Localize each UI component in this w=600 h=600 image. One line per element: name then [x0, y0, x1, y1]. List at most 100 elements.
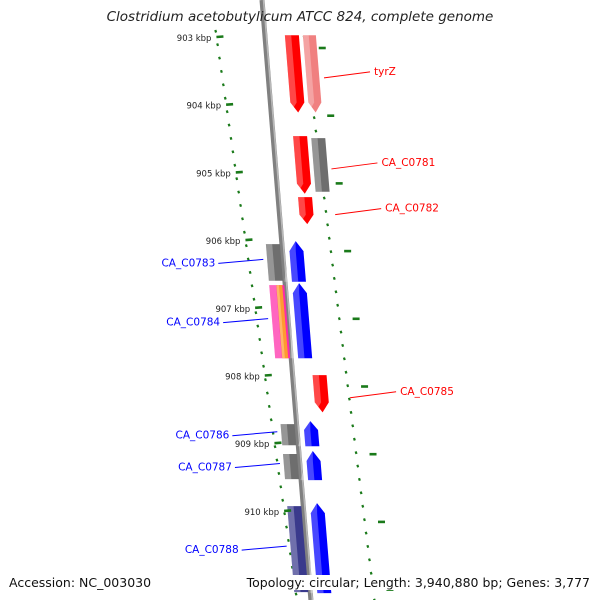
gene-cds-body — [265, 244, 283, 281]
ruler-dash — [364, 531, 368, 535]
gene-label: CA_C0784 — [166, 317, 220, 329]
gene-callout — [223, 318, 269, 324]
ruler-dash — [356, 464, 360, 468]
ruler-dash — [351, 424, 355, 428]
ruler-dash — [258, 337, 262, 342]
gene-callout — [350, 391, 397, 399]
gene-cds-shade — [269, 285, 282, 359]
gene-features — [265, 35, 332, 594]
ruler-dash — [235, 177, 239, 181]
gene-callout — [323, 71, 371, 79]
ruler-dash — [366, 544, 370, 549]
gene-callouts: tyrZ CA_C0781 CA_C0782 CA_C0783 CA_C0784 CA_C… — [161, 66, 453, 556]
ruler-dash — [252, 297, 256, 301]
ruler-dash — [337, 317, 341, 321]
gene-callout — [335, 208, 382, 216]
ruler-dash — [231, 150, 235, 154]
backbone-highlight — [262, 0, 314, 600]
gene-cds-stripe-body — [276, 285, 289, 359]
gene-ca-c0781 — [293, 136, 311, 194]
gene-cds-body — [311, 138, 330, 192]
gene-cds-shade — [265, 244, 276, 281]
ruler-dash — [347, 397, 351, 401]
ruler-dash — [239, 203, 243, 208]
gene-ca-c0788-body — [310, 503, 332, 594]
ruler-dash — [216, 43, 220, 47]
gene-tyrz-shade — [284, 35, 297, 113]
ruler-dash — [275, 458, 279, 462]
ruler-dash — [359, 491, 363, 495]
gene-ca-c0787 — [300, 450, 323, 481]
ruler-dash — [363, 518, 366, 522]
gene-label: CA_C0788 — [185, 544, 239, 556]
accession-label: Accession: NC_003030 — [7, 575, 154, 590]
ruler-dash — [283, 512, 287, 516]
ruler-dash — [223, 96, 227, 100]
ruler-dash — [334, 290, 338, 294]
inner-ruler — [214, 29, 298, 596]
gene-ca-c0781-body — [293, 136, 311, 194]
ruler-dash — [233, 163, 237, 167]
ruler-dash — [273, 445, 277, 449]
genome-summary-label: Topology: circular; Length: 3,940,880 bp… — [244, 575, 592, 590]
kbp-tick-labels: 903 kbp 904 kbp 905 kbp 906 kbp 907 kbp 908 k… — [177, 34, 394, 591]
gene-ca-c0788-shade — [309, 503, 324, 594]
ruler-dash — [373, 598, 376, 600]
ruler-dash — [336, 303, 340, 307]
gene-ca-c0784 — [290, 283, 313, 359]
gene-label: CA_C0783 — [161, 257, 215, 269]
major-tick — [235, 170, 243, 174]
gene-cds-shade — [282, 453, 292, 480]
ruler-dash — [244, 244, 248, 248]
tick-label: 909 kbp — [235, 440, 270, 450]
ruler-dash — [294, 592, 298, 596]
tick-label: 905 kbp — [196, 169, 231, 179]
major-tick — [264, 373, 272, 377]
gene-cds-shade — [287, 506, 301, 593]
ruler-dash — [288, 552, 292, 556]
ruler-dash — [229, 136, 233, 141]
ruler-dash — [237, 190, 241, 194]
gene-tyrz — [284, 35, 305, 113]
gene-callout — [232, 431, 278, 437]
ruler-dash — [341, 343, 345, 348]
ruler-dash — [262, 364, 265, 368]
ruler-dash — [332, 276, 336, 281]
ruler-dash — [314, 129, 318, 133]
ruler-dash — [369, 571, 373, 575]
gene-ca-c0786 — [297, 421, 320, 447]
ruler-dash — [264, 378, 267, 382]
gene-ca-c0786-body — [304, 421, 320, 447]
ruler-dash — [368, 558, 371, 562]
major-tick — [274, 441, 282, 445]
tick-label: 910 kbp — [244, 508, 279, 518]
ruler-dash — [354, 451, 358, 455]
gene-companion-shade — [302, 35, 315, 113]
gene-ca-c0783-shade — [284, 241, 299, 282]
tick-label: 903 kbp — [177, 34, 212, 44]
gene-callout — [234, 463, 280, 469]
ruler-dash — [214, 29, 218, 33]
ruler-dash — [327, 236, 331, 240]
gene-label: CA_C0786 — [176, 430, 230, 442]
ruler-dash — [221, 83, 225, 87]
ruler-dash — [218, 56, 221, 60]
ruler-dash — [326, 223, 330, 227]
ruler-dash — [342, 357, 346, 361]
gene-cds-body — [280, 424, 297, 446]
tick-label: 907 kbp — [215, 305, 250, 315]
gene-ca-c0782-body — [298, 197, 314, 225]
ruler-dash — [248, 270, 252, 275]
tick-label: 908 kbp — [225, 373, 260, 383]
gene-label: CA_C0785 — [400, 386, 454, 398]
ruler-dash — [349, 410, 353, 415]
ruler-dash — [227, 123, 231, 127]
gene-ca-c0782 — [298, 197, 314, 225]
ruler-dash — [281, 498, 285, 502]
gene-ca-c0782-shade — [298, 197, 306, 225]
tick-label: 904 kbp — [186, 102, 221, 112]
gene-ca-c0785-shade — [312, 375, 322, 413]
ruler-dash — [246, 257, 250, 261]
gene-label: tyrZ — [374, 66, 396, 78]
